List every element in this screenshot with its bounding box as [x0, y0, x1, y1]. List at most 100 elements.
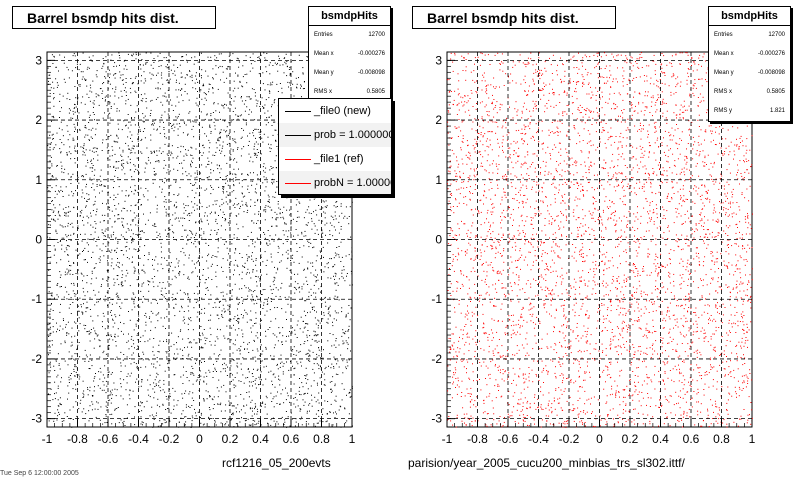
scatter-point [78, 342, 80, 343]
scatter-point [231, 380, 232, 382]
scatter-point [95, 373, 96, 374]
scatter-point [176, 404, 178, 406]
scatter-point [108, 149, 110, 151]
scatter-point [66, 298, 68, 300]
scatter-point [206, 287, 208, 289]
scatter-point [259, 278, 261, 279]
scatter-point [172, 387, 174, 389]
scatter-point [113, 187, 114, 189]
scatter-point [48, 329, 50, 331]
scatter-point [100, 88, 102, 89]
scatter-point [53, 204, 55, 206]
scatter-point [199, 379, 201, 381]
scatter-point [90, 159, 92, 161]
scatter-point [240, 97, 242, 99]
scatter-point [202, 424, 204, 426]
scatter-point [185, 205, 187, 206]
scatter-point [183, 274, 185, 276]
scatter-point [291, 350, 293, 352]
scatter-point [92, 167, 94, 169]
scatter-point [643, 186, 645, 188]
scatter-point [155, 173, 157, 175]
scatter-point [205, 242, 207, 244]
scatter-point [207, 177, 209, 179]
scatter-point [220, 371, 222, 373]
scatter-point [314, 425, 316, 427]
scatter-point [217, 88, 219, 90]
scatter-point [70, 109, 71, 111]
scatter-point [329, 381, 331, 383]
scatter-point [134, 270, 136, 272]
scatter-point [90, 283, 92, 285]
scatter-point [254, 154, 256, 156]
scatter-point [167, 169, 169, 171]
scatter-point [203, 147, 205, 149]
scatter-point [743, 259, 745, 261]
scatter-point [344, 280, 346, 282]
scatter-point [267, 200, 269, 202]
scatter-point [233, 100, 235, 102]
scatter-point [88, 97, 90, 98]
scatter-point [234, 141, 236, 143]
scatter-point [241, 173, 243, 175]
scatter-point [153, 354, 155, 356]
scatter-point [208, 88, 210, 90]
scatter-point [159, 186, 161, 188]
scatter-point [227, 418, 229, 420]
scatter-point [72, 110, 74, 112]
scatter-point [298, 216, 300, 218]
scatter-point [251, 415, 253, 417]
scatter-point [148, 290, 150, 292]
scatter-point [238, 288, 240, 290]
scatter-point [59, 117, 60, 118]
scatter-point [110, 392, 112, 394]
scatter-point [150, 134, 152, 136]
scatter-point [94, 304, 96, 306]
scatter-point [159, 386, 161, 388]
scatter-point [277, 267, 279, 269]
scatter-point [289, 82, 291, 84]
scatter-point [265, 205, 267, 207]
scatter-point [134, 268, 136, 270]
scatter-point [348, 325, 350, 327]
scatter-point [174, 275, 176, 277]
scatter-point [124, 173, 126, 175]
scatter-point [194, 408, 195, 410]
scatter-point [233, 159, 234, 161]
scatter-point [252, 291, 254, 293]
scatter-point [165, 57, 167, 59]
scatter-point [110, 402, 112, 404]
scatter-point [77, 305, 79, 307]
scatter-point [119, 77, 121, 79]
scatter-point [151, 278, 153, 280]
scatter-point [54, 207, 56, 209]
scatter-point [166, 172, 168, 174]
scatter-point [116, 408, 118, 409]
scatter-point [305, 382, 307, 384]
scatter-point [313, 372, 315, 374]
scatter-point [75, 249, 77, 251]
scatter-point [52, 176, 54, 178]
scatter-point [518, 276, 520, 278]
scatter-point [246, 204, 248, 206]
scatter-point [265, 346, 267, 348]
scatter-point [122, 79, 124, 81]
scatter-point [153, 167, 155, 169]
scatter-point [216, 223, 218, 225]
scatter-point [160, 101, 162, 103]
scatter-point [195, 232, 197, 234]
scatter-point [333, 297, 335, 299]
scatter-point [277, 62, 278, 64]
scatter-point [157, 425, 159, 427]
scatter-point [108, 101, 110, 103]
scatter-point [68, 392, 70, 394]
scatter-point [246, 106, 248, 108]
scatter-point [91, 401, 93, 403]
scatter-point [527, 154, 529, 156]
scatter-point [226, 136, 228, 138]
scatter-point [109, 399, 111, 401]
scatter-point [200, 326, 202, 327]
scatter-point [125, 103, 127, 105]
scatter-point [173, 194, 175, 195]
scatter-point [202, 85, 204, 87]
